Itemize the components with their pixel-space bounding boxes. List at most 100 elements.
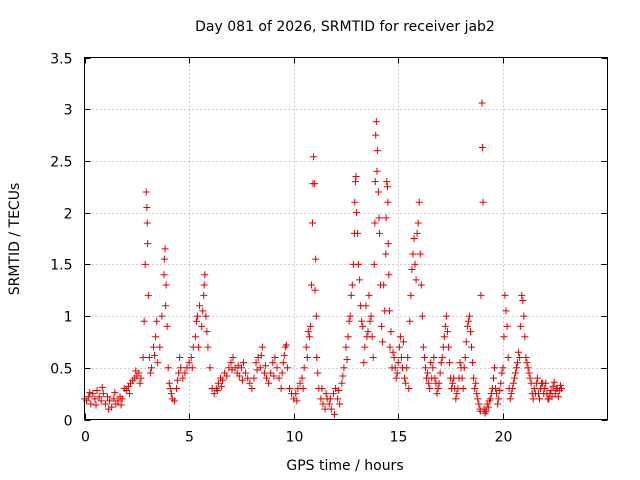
- data-point: [374, 188, 382, 196]
- data-point: [210, 390, 218, 398]
- data-point: [406, 317, 414, 325]
- data-point: [512, 364, 520, 372]
- data-point: [518, 291, 526, 299]
- data-point: [351, 198, 359, 206]
- data-point: [426, 384, 434, 392]
- data-point: [495, 395, 503, 403]
- data-point: [218, 382, 226, 390]
- data-point: [410, 235, 418, 242]
- data-point: [293, 397, 301, 405]
- x-tick-label: 5: [185, 430, 194, 446]
- data-point: [436, 369, 444, 377]
- data-point: [523, 359, 531, 367]
- data-point: [110, 395, 118, 403]
- data-point: [344, 333, 352, 341]
- data-point: [522, 353, 530, 361]
- data-point: [312, 312, 320, 320]
- data-point: [263, 374, 271, 382]
- data-point: [384, 240, 392, 248]
- data-point: [403, 364, 411, 372]
- data-point: [434, 384, 442, 392]
- data-point: [86, 389, 94, 397]
- data-point: [152, 333, 160, 341]
- data-point: [336, 400, 344, 408]
- data-point: [136, 379, 144, 387]
- data-point: [201, 271, 209, 279]
- data-point: [144, 291, 152, 299]
- data-point: [95, 393, 103, 401]
- data-point: [302, 343, 310, 351]
- data-point: [122, 387, 130, 395]
- data-point: [260, 369, 268, 377]
- data-point: [502, 307, 510, 315]
- data-point: [165, 379, 173, 387]
- data-point: [474, 395, 482, 403]
- data-point: [179, 374, 187, 382]
- plot-frame: [84, 57, 608, 420]
- y-tick-label: 2.5: [50, 155, 72, 171]
- data-point: [98, 383, 106, 391]
- data-point: [508, 384, 516, 392]
- data-point: [195, 343, 203, 351]
- data-point: [299, 384, 307, 392]
- data-point: [385, 271, 393, 279]
- data-point: [499, 364, 507, 372]
- data-point: [330, 410, 338, 418]
- data-point: [408, 266, 416, 274]
- data-point: [325, 400, 333, 408]
- data-point: [413, 229, 421, 237]
- data-point: [352, 209, 360, 217]
- data-point: [435, 379, 443, 387]
- data-point: [101, 400, 109, 408]
- y-tick-label: 2: [64, 207, 73, 223]
- data-point: [394, 359, 402, 367]
- data-point: [464, 317, 472, 325]
- data-point: [335, 387, 343, 395]
- data-point: [491, 364, 499, 372]
- data-point: [536, 395, 544, 403]
- data-point: [458, 374, 466, 382]
- data-point: [185, 359, 193, 367]
- data-point: [200, 281, 208, 289]
- data-point: [476, 407, 484, 415]
- data-point: [228, 366, 236, 374]
- data-point: [443, 328, 451, 336]
- data-point: [466, 328, 474, 336]
- data-point: [310, 153, 318, 161]
- data-point: [430, 353, 438, 361]
- y-axis-label: SRMTID / TECUs: [7, 183, 23, 296]
- data-point: [412, 276, 420, 284]
- data-point: [371, 219, 379, 227]
- data-point: [89, 390, 97, 398]
- data-point: [497, 379, 505, 387]
- data-point: [166, 384, 174, 392]
- data-point: [227, 359, 235, 367]
- data-point: [452, 395, 460, 403]
- data-point: [420, 353, 428, 361]
- data-point: [386, 307, 394, 315]
- data-point: [150, 343, 158, 351]
- data-point: [214, 379, 222, 387]
- data-point: [154, 359, 162, 367]
- data-point: [174, 376, 182, 384]
- data-point: [550, 378, 558, 386]
- data-point: [200, 291, 208, 299]
- data-point: [358, 317, 366, 325]
- data-point: [106, 397, 114, 405]
- data-point: [371, 178, 379, 186]
- data-point: [460, 364, 468, 372]
- data-point: [229, 353, 237, 361]
- data-point: [527, 379, 535, 387]
- data-point: [450, 374, 458, 382]
- data-point: [275, 374, 283, 382]
- data-point: [359, 322, 367, 330]
- data-point: [465, 312, 473, 320]
- data-point: [530, 384, 538, 392]
- data-point: [390, 353, 398, 361]
- data-point: [425, 379, 433, 387]
- data-point: [511, 369, 519, 377]
- data-point: [370, 260, 378, 268]
- data-point: [252, 359, 260, 367]
- data-point: [242, 369, 250, 377]
- data-point: [396, 333, 404, 341]
